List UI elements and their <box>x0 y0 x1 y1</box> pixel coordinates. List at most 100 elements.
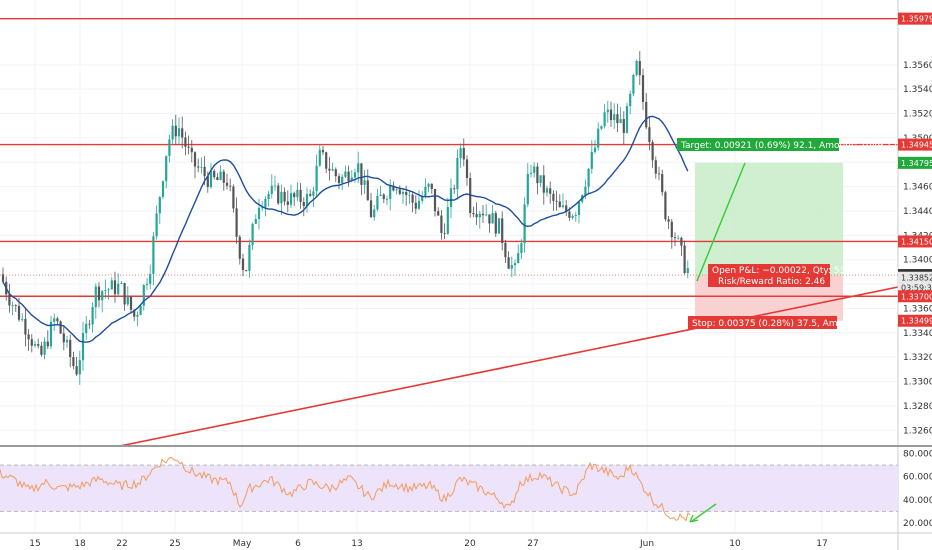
candle <box>232 184 235 213</box>
candle <box>664 190 667 222</box>
candle <box>152 232 155 286</box>
candle <box>625 102 629 134</box>
candle <box>593 139 597 154</box>
candle <box>318 144 321 167</box>
candle <box>8 283 11 313</box>
candle <box>552 190 555 211</box>
y-tick-label: 1.33400 <box>903 329 932 339</box>
candle <box>574 211 577 222</box>
rsi-line <box>0 456 691 522</box>
candle <box>395 187 398 195</box>
candle <box>113 271 117 303</box>
candle <box>379 185 382 197</box>
target-label-box <box>677 138 839 151</box>
candle <box>229 178 232 192</box>
candle <box>165 155 168 189</box>
candle <box>238 234 241 265</box>
candle <box>414 195 417 214</box>
price-badge-label: 1.34795 <box>901 159 932 168</box>
candle <box>219 165 222 181</box>
candle <box>97 282 101 308</box>
candle <box>513 259 517 276</box>
y-tick-label: 1.34000 <box>903 256 932 266</box>
candle <box>667 216 670 229</box>
target-zone[interactable] <box>695 162 843 276</box>
x-tick-label: May <box>233 539 252 549</box>
candle <box>85 316 88 340</box>
candle <box>405 185 408 206</box>
candle <box>168 134 171 163</box>
candle <box>142 283 145 311</box>
candle <box>504 239 507 264</box>
candle <box>366 169 369 201</box>
candle <box>331 162 334 172</box>
candle <box>312 186 315 208</box>
candle <box>197 158 200 173</box>
stop-label: Stop: 0.00375 (0.28%) 37.5, Amount: 980 <box>692 319 881 329</box>
candle <box>222 169 225 191</box>
candle <box>21 313 24 322</box>
candle <box>216 173 219 181</box>
candle <box>453 184 456 194</box>
candle <box>401 188 405 204</box>
candle <box>424 178 427 199</box>
candle <box>145 278 149 291</box>
stop-label-box <box>688 316 837 329</box>
candle <box>456 149 459 200</box>
candle <box>360 163 363 196</box>
price-badge: 1.33700 <box>898 290 932 303</box>
candle <box>277 182 280 205</box>
candle <box>641 68 645 111</box>
price-badge: 1.33852 <box>898 271 932 284</box>
candle <box>24 307 27 347</box>
candle <box>289 184 293 209</box>
candle <box>411 191 414 213</box>
candle <box>373 204 376 221</box>
candle <box>270 174 273 199</box>
rsi-axis: 20.0000 40.0000 60.0000 80.0000 <box>903 450 932 529</box>
candle <box>209 162 213 189</box>
candle <box>225 173 229 190</box>
candle <box>369 192 373 218</box>
x-tick-label: Jun <box>639 539 654 549</box>
candle <box>462 138 465 167</box>
price-badge-label: 1.34945 <box>901 141 932 150</box>
trendline[interactable] <box>119 286 899 447</box>
candle <box>421 191 424 204</box>
y-tick-label: 1.33600 <box>903 304 932 314</box>
candle <box>149 264 152 290</box>
candle <box>654 156 657 179</box>
price-badge: 1.34150 <box>898 235 932 248</box>
long-position[interactable] <box>695 162 843 321</box>
candle <box>161 180 165 200</box>
candle <box>40 341 43 357</box>
candle <box>283 187 286 206</box>
candle <box>123 282 126 311</box>
candle <box>136 311 139 327</box>
candle <box>661 169 664 196</box>
rsi-tick-label: 20.0000 <box>903 519 932 529</box>
x-tick-label: 25 <box>169 539 180 549</box>
candle <box>88 319 91 329</box>
candle <box>177 117 181 145</box>
candle <box>565 200 568 217</box>
price-badge-label: 1.33499 <box>901 317 932 326</box>
candle <box>635 59 638 77</box>
candle <box>11 301 14 315</box>
candle <box>334 167 337 183</box>
candle <box>443 223 446 240</box>
candle <box>110 277 113 290</box>
candle <box>481 204 485 223</box>
candle <box>670 218 673 249</box>
candle <box>286 190 289 213</box>
time-axis[interactable]: 15 18 22 25 May 6 13 20 27 Jun 10 17 <box>0 532 932 549</box>
candle <box>241 253 245 277</box>
candle <box>30 334 33 353</box>
x-tick-label: 10 <box>729 539 741 549</box>
position-labels: Target: 0.00921 (0.69%) 92.1, Amount: 10… <box>677 138 898 329</box>
candle <box>267 191 270 207</box>
x-tick-label: 20 <box>464 539 476 549</box>
candle <box>56 316 59 325</box>
candle <box>72 351 75 370</box>
